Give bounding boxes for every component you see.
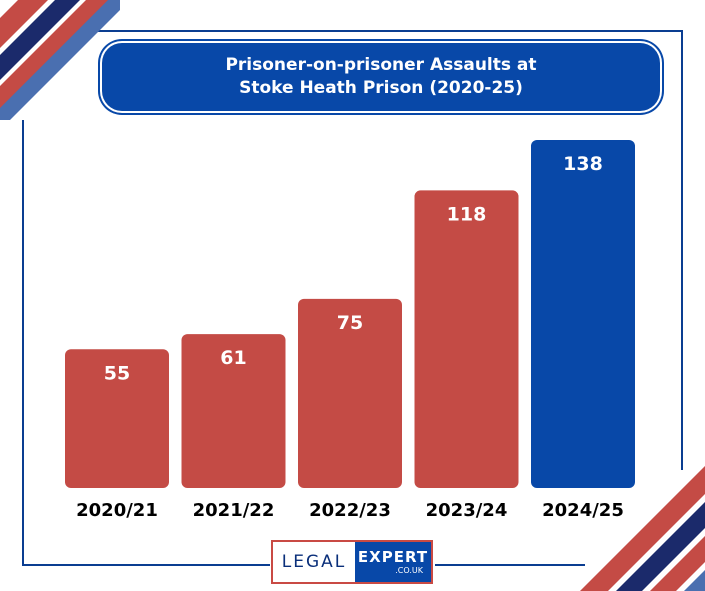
logo-domain-text: .CO.UK	[395, 565, 423, 575]
legal-expert-logo: LEGAL EXPERT .CO.UK	[271, 540, 433, 584]
logo-expert-block: EXPERT .CO.UK	[355, 542, 431, 582]
x-tick-label: 2021/22	[193, 500, 275, 521]
bar-2021-22	[181, 334, 286, 488]
bar-value-label: 55	[104, 362, 130, 384]
frame-top-line	[75, 30, 683, 32]
frame-bottom-line-left	[22, 564, 270, 566]
x-tick-label: 2023/24	[426, 500, 508, 521]
logo-expert-text: EXPERT	[357, 547, 429, 566]
bar-2020-21	[65, 349, 169, 488]
chart-title: Prisoner-on-prisoner Assaults at Stoke H…	[102, 43, 660, 111]
bar-2024-25	[531, 140, 635, 488]
x-tick-label: 2024/25	[542, 500, 624, 521]
bar-value-label: 75	[337, 312, 363, 334]
frame-bottom-line-right	[435, 564, 585, 566]
x-tick-label: 2022/23	[309, 500, 391, 521]
top-left-stripes	[0, 0, 120, 120]
chart-title-line-1: Prisoner-on-prisoner Assaults at	[225, 55, 537, 75]
bar-value-label: 61	[220, 347, 246, 369]
frame-left-line	[22, 120, 24, 566]
logo-legal-text: LEGAL	[281, 552, 347, 572]
bar-2023-24	[414, 190, 519, 488]
chart-title-line-2: Stoke Heath Prison (2020-25)	[239, 78, 523, 98]
bar-value-label: 138	[563, 153, 603, 175]
bar-value-label: 118	[447, 203, 487, 225]
x-tick-label: 2020/21	[76, 500, 158, 521]
frame-right-line	[681, 30, 683, 470]
bottom-right-stripes	[580, 466, 705, 591]
bar-chart: 55 2020/21 61 2021/22 75 2022/23 118 2023/24 138…	[65, 140, 635, 521]
bar-2022-23	[298, 298, 402, 488]
